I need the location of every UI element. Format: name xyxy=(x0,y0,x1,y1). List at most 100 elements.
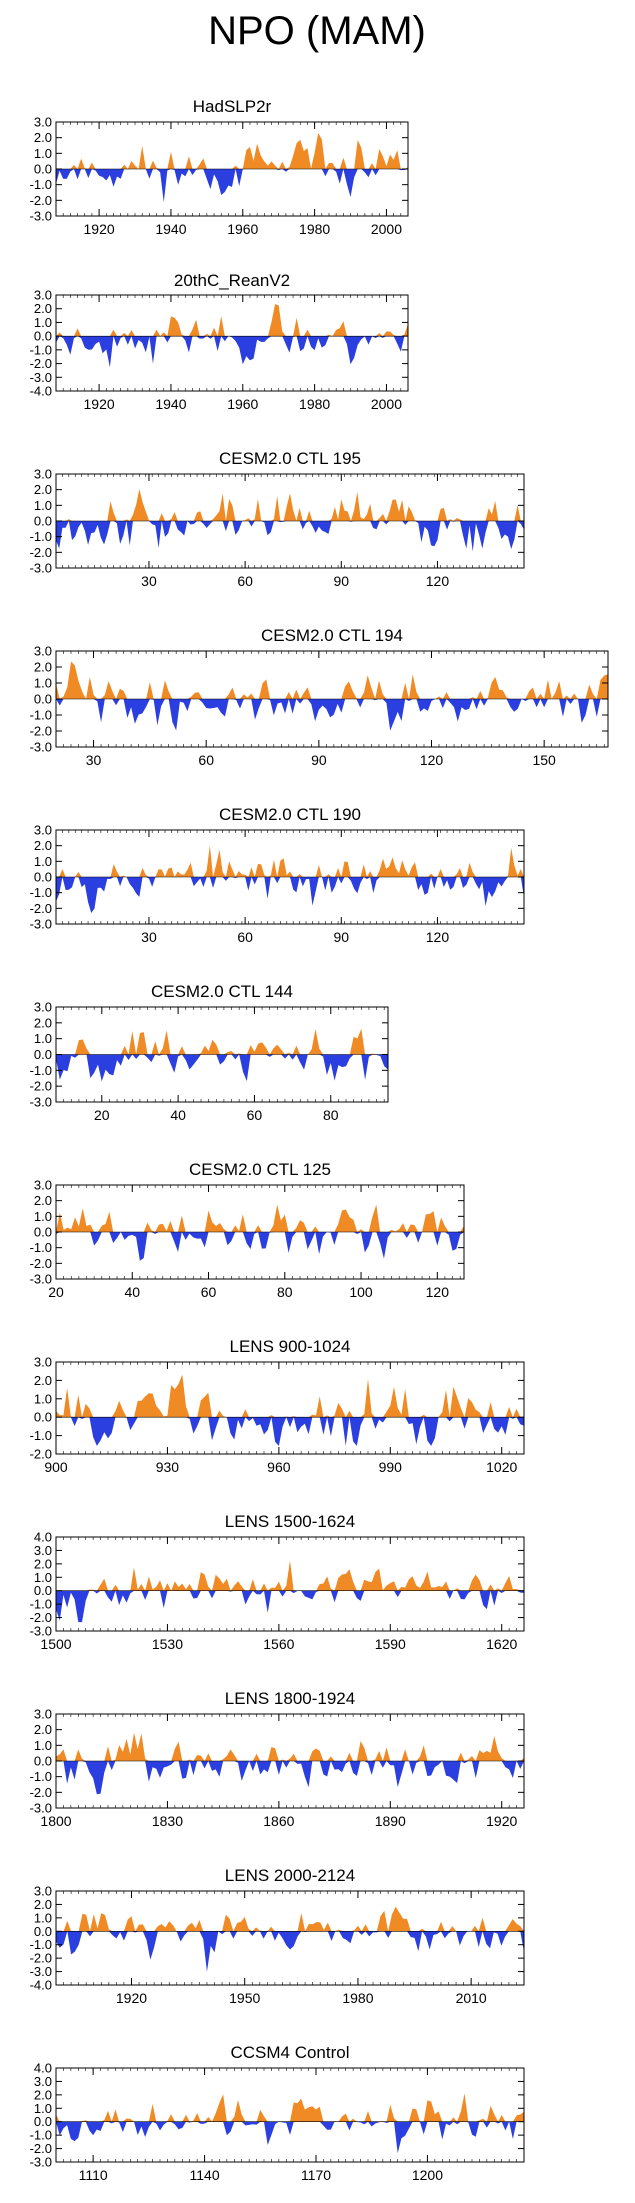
y-tick-label: -3.0 xyxy=(30,370,52,385)
y-tick-label: -2.0 xyxy=(30,545,52,560)
x-tick-label: 1950 xyxy=(229,1990,260,2006)
panel-10: LENS 1800-19243.02.01.00.0-1.0-2.0-3.018… xyxy=(30,1689,525,1829)
panel-3: CESM2.0 CTL 195 3.02.01.00.0-1.0-2.0-3.0 3… xyxy=(30,449,525,589)
y-tick-label: 3.0 xyxy=(34,2074,52,2089)
x-tick-label: 1590 xyxy=(375,1636,406,1652)
positive-area xyxy=(56,845,524,877)
y-tick-label: 2.0 xyxy=(34,482,52,497)
x-tick-label: 60 xyxy=(201,1284,217,1300)
x-tick-label: 120 xyxy=(426,573,450,589)
y-tick-label: 0.0 xyxy=(34,692,52,707)
panel-title: CESM2.0 CTL 125 xyxy=(189,1160,331,1179)
positive-area xyxy=(56,661,608,699)
panel-12: CCSM4 Control 4.03.02.01.00.0-1.0-2.0-3.0… xyxy=(30,2043,525,2183)
panel-title: LENS 2000-2124 xyxy=(225,1866,355,1885)
y-tick-label: -2.0 xyxy=(30,1447,52,1462)
figure-title: NPO (MAM) xyxy=(208,9,426,53)
negative-area xyxy=(56,1417,524,1446)
y-tick-label: -3.0 xyxy=(30,1801,52,1816)
y-tick-label: -2.0 xyxy=(30,1785,52,1800)
y-tick-label: 2.0 xyxy=(34,1373,52,1388)
x-tick-label: 90 xyxy=(311,752,327,768)
negative-area xyxy=(56,1232,464,1261)
panel-title: CESM2.0 CTL 190 xyxy=(219,805,361,824)
y-tick-label: 3.0 xyxy=(34,1707,52,1722)
panel-title: CESM2.0 CTL 194 xyxy=(261,626,403,645)
plot-frame xyxy=(55,1536,525,1632)
x-tick-label: 1800 xyxy=(40,1813,71,1829)
y-tick-label: 0.0 xyxy=(34,329,52,344)
x-tick-label: 1960 xyxy=(227,221,258,237)
y-tick-label: 2.0 xyxy=(34,660,52,675)
y-tick-label: 2.0 xyxy=(34,1556,52,1571)
y-tick-label: -2.0 xyxy=(30,193,52,208)
y-tick-label: -4.0 xyxy=(30,384,52,399)
x-tick-label: 30 xyxy=(141,929,157,945)
x-tick-label: 2010 xyxy=(456,1990,487,2006)
y-tick-label: -1.0 xyxy=(30,177,52,192)
x-tick-label: 120 xyxy=(420,752,444,768)
y-tick-label: 1.0 xyxy=(34,1910,52,1925)
x-tick-label: 80 xyxy=(277,1284,293,1300)
x-tick-label: 20 xyxy=(48,1284,64,1300)
x-tick-label: 40 xyxy=(170,1107,186,1123)
positive-area xyxy=(56,1204,464,1232)
panel-11: LENS 2000-2124 3.02.01.00.0-1.0-2.0-3.0-4… xyxy=(30,1866,525,2006)
y-tick-label: 2.0 xyxy=(34,301,52,316)
y-tick-label: 1.0 xyxy=(34,146,52,161)
x-tick-label: 120 xyxy=(426,1284,450,1300)
x-tick-label: 1980 xyxy=(299,221,330,237)
y-tick-label: -2.0 xyxy=(30,1079,52,1094)
y-tick-label: -3.0 xyxy=(30,740,52,755)
x-tick-label: 1830 xyxy=(152,1813,183,1829)
y-tick-label: -2.0 xyxy=(30,1256,52,1271)
y-tick-label: 0.0 xyxy=(34,1047,52,1062)
y-tick-label: 3.0 xyxy=(34,1355,52,1370)
negative-area xyxy=(56,1590,524,1623)
y-tick-label: 2.0 xyxy=(34,838,52,853)
panel-title: LENS 900-1024 xyxy=(230,1337,351,1356)
x-tick-label: 1890 xyxy=(375,1813,406,1829)
y-tick-label: 2.0 xyxy=(34,1722,52,1737)
y-tick-label: 2.0 xyxy=(34,1193,52,1208)
y-tick-label: -1.0 xyxy=(30,529,52,544)
x-tick-label: 90 xyxy=(333,573,349,589)
y-tick-label: 0.0 xyxy=(34,1754,52,1769)
y-tick-label: -2.0 xyxy=(30,1951,52,1966)
y-tick-label: 1.0 xyxy=(34,1209,52,1224)
x-tick-label: 1980 xyxy=(299,396,330,412)
y-tick-label: -2.0 xyxy=(30,356,52,371)
plot-frame xyxy=(55,1361,525,1455)
x-tick-label: 900 xyxy=(44,1459,68,1475)
y-tick-label: -1.0 xyxy=(30,1937,52,1952)
y-tick-label: 3.0 xyxy=(34,467,52,482)
panel-title: CESM2.0 CTL 144 xyxy=(151,982,293,1001)
x-tick-label: 1920 xyxy=(116,1990,147,2006)
y-tick-label: 1.0 xyxy=(34,2101,52,2116)
y-tick-label: 3.0 xyxy=(34,1884,52,1899)
x-tick-label: 990 xyxy=(379,1459,403,1475)
y-tick-label: -1.0 xyxy=(30,2128,52,2143)
panel-4: CESM2.0 CTL 194 3.02.01.00.0-1.0-2.0-3.0 3… xyxy=(30,626,609,768)
y-tick-label: -1.0 xyxy=(30,1597,52,1612)
x-tick-label: 100 xyxy=(349,1284,373,1300)
negative-area xyxy=(56,336,408,368)
x-tick-label: 1020 xyxy=(486,1459,517,1475)
y-tick-label: 2.0 xyxy=(34,130,52,145)
positive-area xyxy=(56,1374,524,1418)
y-tick-label: -2.0 xyxy=(30,724,52,739)
y-tick-label: -1.0 xyxy=(30,1240,52,1255)
x-tick-label: 60 xyxy=(237,929,253,945)
x-tick-label: 1560 xyxy=(263,1636,294,1652)
x-tick-label: 60 xyxy=(247,1107,263,1123)
y-tick-label: -1.0 xyxy=(30,1428,52,1443)
y-tick-label: -2.0 xyxy=(30,1610,52,1625)
y-tick-label: -2.0 xyxy=(30,2141,52,2156)
y-tick-label: 3.0 xyxy=(34,1000,52,1015)
x-tick-label: 1860 xyxy=(263,1813,294,1829)
y-tick-label: -3.0 xyxy=(30,1095,52,1110)
x-tick-label: 960 xyxy=(267,1459,291,1475)
y-tick-label: 1.0 xyxy=(34,854,52,869)
